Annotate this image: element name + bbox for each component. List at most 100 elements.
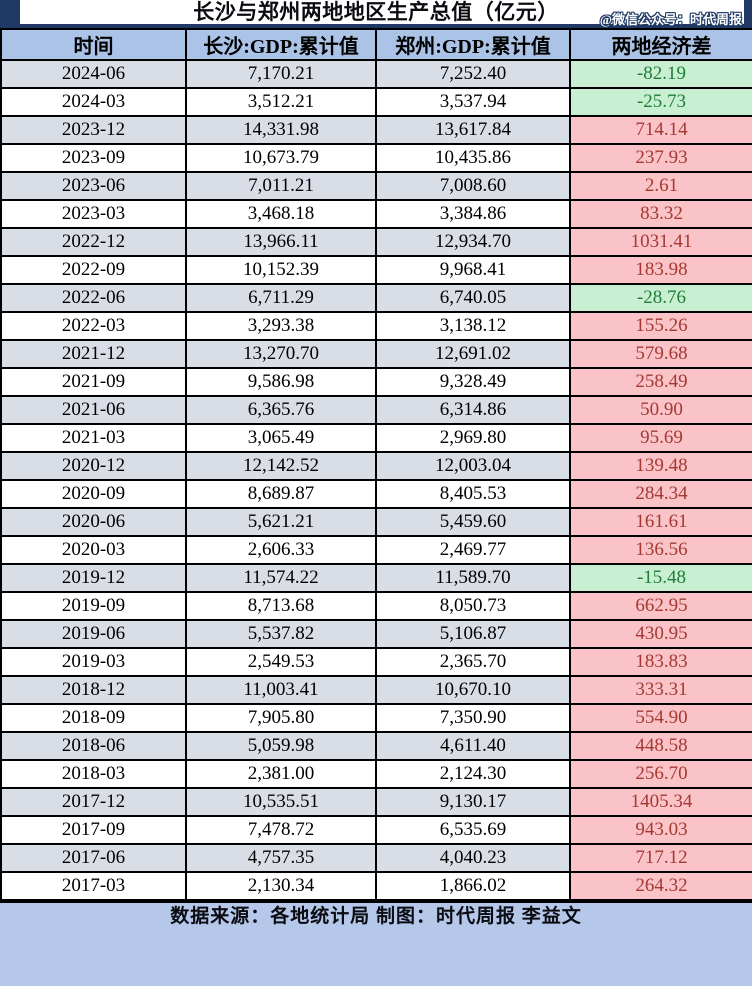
changsha-gdp-cell: 2,130.34 [185, 871, 377, 901]
changsha-gdp-cell: 11,003.41 [185, 675, 377, 705]
date-cell: 2021-12 [0, 339, 187, 369]
zhengzhou-gdp-cell: 3,138.12 [375, 311, 571, 341]
changsha-gdp-cell: 8,689.87 [185, 479, 377, 509]
title-bar: 长沙与郑州两地地区生产总值（亿元） @微信公众号：时代周报 [0, 0, 752, 28]
table-row: 2019-06 5,537.82 5,106.87 430.95 [0, 619, 752, 649]
table-row: 2018-03 2,381.00 2,124.30 256.70 [0, 759, 752, 789]
changsha-gdp-cell: 3,512.21 [185, 87, 377, 117]
date-cell: 2019-09 [0, 591, 187, 621]
table-row: 2018-06 5,059.98 4,611.40 448.58 [0, 731, 752, 761]
changsha-gdp-cell: 3,293.38 [185, 311, 377, 341]
table-row: 2020-12 12,142.52 12,003.04 139.48 [0, 451, 752, 481]
zhengzhou-gdp-cell: 6,535.69 [375, 815, 571, 845]
zhengzhou-gdp-cell: 12,934.70 [375, 227, 571, 257]
zhengzhou-gdp-cell: 11,589.70 [375, 563, 571, 593]
zhengzhou-gdp-cell: 2,365.70 [375, 647, 571, 677]
changsha-gdp-cell: 7,011.21 [185, 171, 377, 201]
diff-cell: 264.32 [569, 871, 752, 901]
table-row: 2017-09 7,478.72 6,535.69 943.03 [0, 815, 752, 845]
zhengzhou-gdp-cell: 13,617.84 [375, 115, 571, 145]
date-cell: 2023-06 [0, 171, 187, 201]
zhengzhou-gdp-cell: 5,106.87 [375, 619, 571, 649]
table-row: 2024-03 3,512.21 3,537.94 -25.73 [0, 87, 752, 117]
changsha-gdp-cell: 12,142.52 [185, 451, 377, 481]
date-cell: 2017-09 [0, 815, 187, 845]
date-cell: 2017-03 [0, 871, 187, 901]
changsha-gdp-cell: 2,606.33 [185, 535, 377, 565]
changsha-gdp-cell: 3,065.49 [185, 423, 377, 453]
diff-cell: 258.49 [569, 367, 752, 397]
source-footer: 数据来源：各地统计局 制图：时代周报 李益文 [0, 901, 752, 986]
table-row: 2023-12 14,331.98 13,617.84 714.14 [0, 115, 752, 145]
table-row: 2023-09 10,673.79 10,435.86 237.93 [0, 143, 752, 173]
zhengzhou-gdp-cell: 4,040.23 [375, 843, 571, 873]
changsha-gdp-cell: 10,152.39 [185, 255, 377, 285]
changsha-gdp-cell: 7,478.72 [185, 815, 377, 845]
changsha-gdp-cell: 4,757.35 [185, 843, 377, 873]
column-header-changsha-gdp: 长沙:GDP:累计值 [185, 28, 377, 61]
page-title: 长沙与郑州两地地区生产总值（亿元） [193, 0, 559, 24]
zhengzhou-gdp-cell: 2,969.80 [375, 423, 571, 453]
column-header-zhengzhou-gdp: 郑州:GDP:累计值 [375, 28, 571, 61]
diff-cell: 714.14 [569, 115, 752, 145]
date-cell: 2019-03 [0, 647, 187, 677]
changsha-gdp-cell: 7,170.21 [185, 59, 377, 89]
table-row: 2022-03 3,293.38 3,138.12 155.26 [0, 311, 752, 341]
date-cell: 2022-06 [0, 283, 187, 313]
diff-cell: 579.68 [569, 339, 752, 369]
diff-cell: 83.32 [569, 199, 752, 229]
table-row: 2020-06 5,621.21 5,459.60 161.61 [0, 507, 752, 537]
changsha-gdp-cell: 2,549.53 [185, 647, 377, 677]
column-header-economic-diff: 两地经济差 [569, 28, 752, 61]
zhengzhou-gdp-cell: 10,670.10 [375, 675, 571, 705]
table-row: 2022-06 6,711.29 6,740.05 -28.76 [0, 283, 752, 313]
changsha-gdp-cell: 5,621.21 [185, 507, 377, 537]
diff-cell: 237.93 [569, 143, 752, 173]
table-row: 2018-12 11,003.41 10,670.10 333.31 [0, 675, 752, 705]
table-row: 2020-03 2,606.33 2,469.77 136.56 [0, 535, 752, 565]
table-row: 2022-09 10,152.39 9,968.41 183.98 [0, 255, 752, 285]
table-row: 2023-03 3,468.18 3,384.86 83.32 [0, 199, 752, 229]
diff-cell: 554.90 [569, 703, 752, 733]
zhengzhou-gdp-cell: 12,691.02 [375, 339, 571, 369]
table-body: 2024-06 7,170.21 7,252.40 -82.19 2024-03 3,51… [0, 59, 752, 901]
diff-cell: 717.12 [569, 843, 752, 873]
date-cell: 2023-12 [0, 115, 187, 145]
zhengzhou-gdp-cell: 2,469.77 [375, 535, 571, 565]
diff-cell: 1405.34 [569, 787, 752, 817]
changsha-gdp-cell: 2,381.00 [185, 759, 377, 789]
zhengzhou-gdp-cell: 6,740.05 [375, 283, 571, 313]
date-cell: 2021-09 [0, 367, 187, 397]
diff-cell: 155.26 [569, 311, 752, 341]
zhengzhou-gdp-cell: 8,405.53 [375, 479, 571, 509]
table-row: 2023-06 7,011.21 7,008.60 2.61 [0, 171, 752, 201]
date-cell: 2023-03 [0, 199, 187, 229]
table-row: 2021-09 9,586.98 9,328.49 258.49 [0, 367, 752, 397]
date-cell: 2018-12 [0, 675, 187, 705]
diff-cell: 1031.41 [569, 227, 752, 257]
column-header-time: 时间 [0, 28, 187, 61]
diff-cell: 136.56 [569, 535, 752, 565]
zhengzhou-gdp-cell: 7,252.40 [375, 59, 571, 89]
zhengzhou-gdp-cell: 2,124.30 [375, 759, 571, 789]
date-cell: 2020-12 [0, 451, 187, 481]
date-cell: 2019-06 [0, 619, 187, 649]
zhengzhou-gdp-cell: 3,384.86 [375, 199, 571, 229]
frame-corner-left [0, 0, 20, 28]
table-row: 2019-03 2,549.53 2,365.70 183.83 [0, 647, 752, 677]
changsha-gdp-cell: 14,331.98 [185, 115, 377, 145]
changsha-gdp-cell: 10,535.51 [185, 787, 377, 817]
changsha-gdp-cell: 10,673.79 [185, 143, 377, 173]
table-row: 2019-12 11,574.22 11,589.70 -15.48 [0, 563, 752, 593]
changsha-gdp-cell: 3,468.18 [185, 199, 377, 229]
zhengzhou-gdp-cell: 4,611.40 [375, 731, 571, 761]
diff-cell: 284.34 [569, 479, 752, 509]
diff-cell: 50.90 [569, 395, 752, 425]
changsha-gdp-cell: 11,574.22 [185, 563, 377, 593]
diff-cell: 256.70 [569, 759, 752, 789]
zhengzhou-gdp-cell: 9,328.49 [375, 367, 571, 397]
changsha-gdp-cell: 9,586.98 [185, 367, 377, 397]
diff-cell: -25.73 [569, 87, 752, 117]
gdp-comparison-table: 时间 长沙:GDP:累计值 郑州:GDP:累计值 两地经济差 2024-06 7,… [0, 28, 752, 901]
